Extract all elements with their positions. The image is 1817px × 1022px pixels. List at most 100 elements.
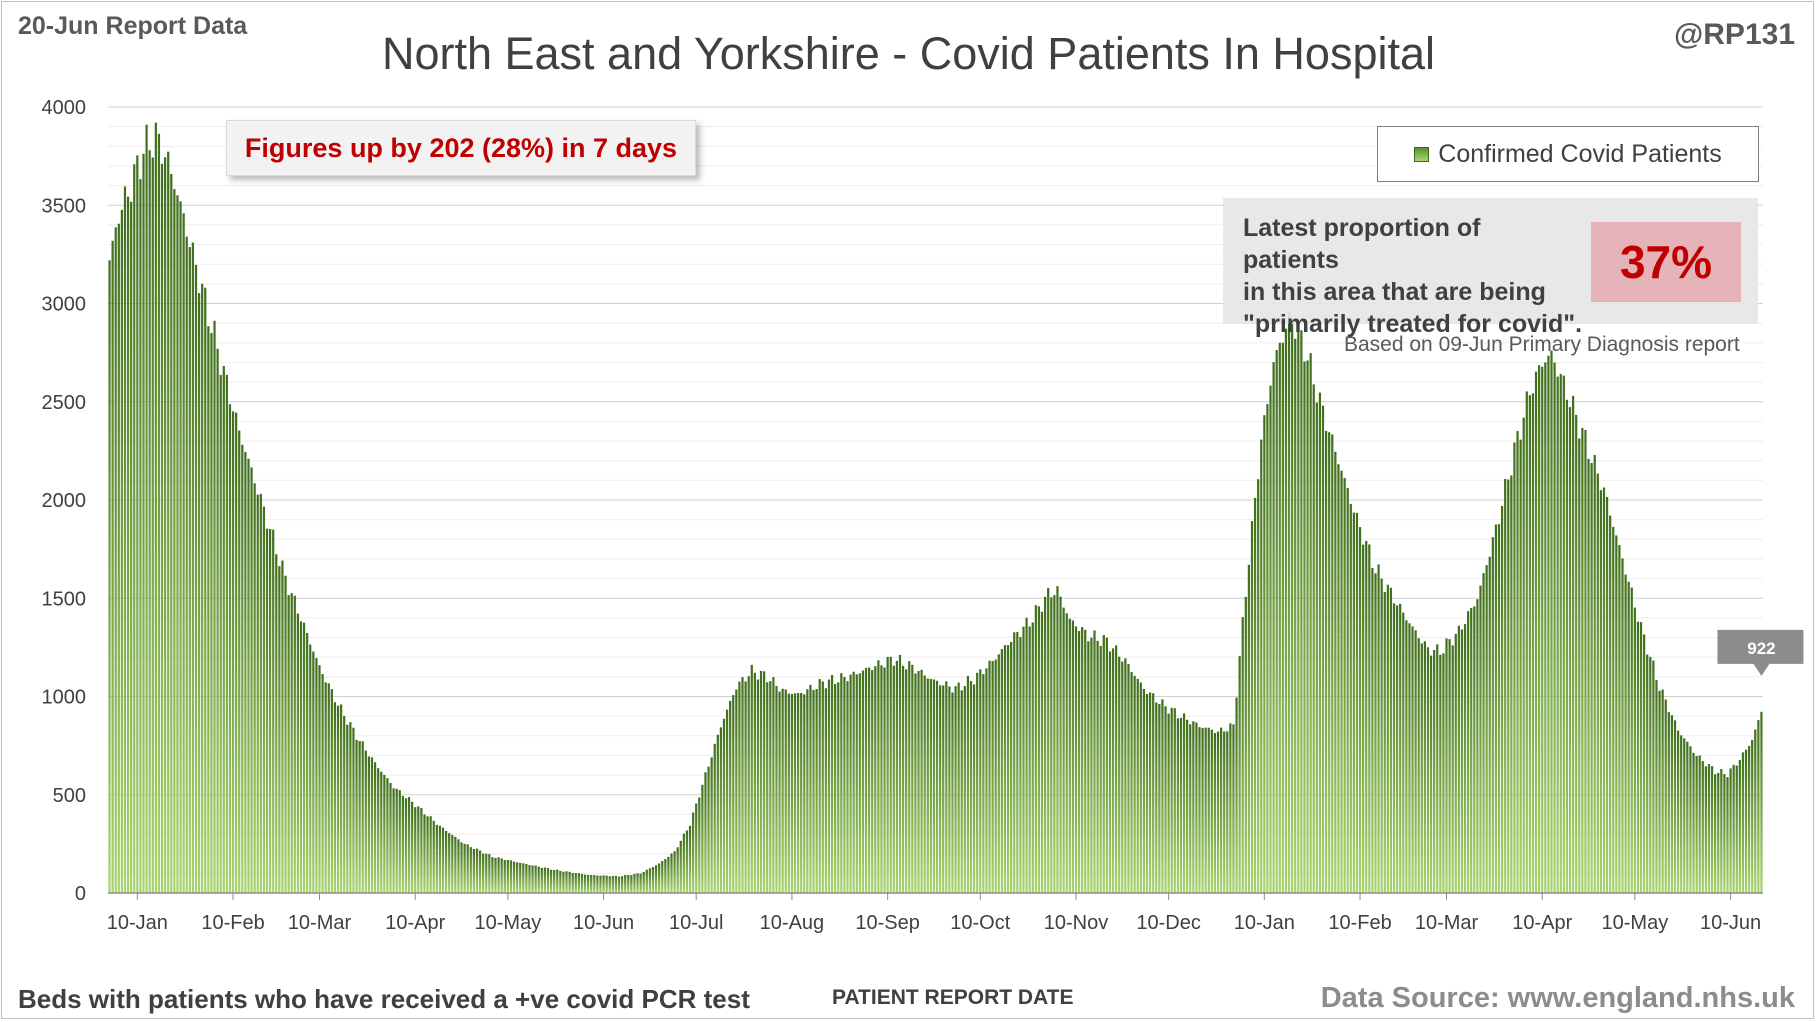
bar xyxy=(895,660,899,893)
bar xyxy=(448,833,451,893)
bar xyxy=(1516,431,1519,893)
bar xyxy=(1294,338,1297,893)
bar xyxy=(1044,596,1047,893)
bar xyxy=(1145,694,1149,893)
bar xyxy=(1192,721,1195,893)
bar xyxy=(608,876,611,893)
bar xyxy=(735,689,738,893)
bar xyxy=(411,801,414,893)
bar xyxy=(1698,755,1701,893)
bar xyxy=(939,685,942,893)
bar xyxy=(1621,558,1624,893)
bar xyxy=(729,700,732,893)
bar xyxy=(1062,607,1065,893)
bar xyxy=(1025,617,1028,893)
bar xyxy=(361,741,364,893)
bar xyxy=(744,681,747,893)
bar xyxy=(917,671,920,893)
bar xyxy=(546,868,550,893)
bar xyxy=(1000,649,1003,893)
bar xyxy=(1491,537,1494,893)
bar xyxy=(1133,675,1136,893)
bar xyxy=(1047,587,1050,893)
bar xyxy=(380,771,383,893)
bar xyxy=(645,869,648,893)
bar xyxy=(1155,702,1158,893)
bar xyxy=(574,873,577,893)
bar xyxy=(1460,629,1464,893)
bar xyxy=(1124,658,1127,893)
bar xyxy=(1618,545,1621,893)
bar xyxy=(1349,503,1352,893)
bar xyxy=(1494,524,1498,893)
bar xyxy=(1593,455,1596,893)
bar xyxy=(929,678,932,893)
bar xyxy=(1605,497,1609,893)
bar xyxy=(994,659,997,893)
bar xyxy=(1735,765,1738,893)
bar xyxy=(1167,713,1170,893)
bar xyxy=(330,689,333,893)
bar xyxy=(253,483,256,893)
bar xyxy=(534,865,537,893)
bar xyxy=(880,665,883,893)
bar xyxy=(383,774,386,893)
bar xyxy=(358,741,361,893)
latest-value-label: 922 xyxy=(1717,629,1804,676)
bar xyxy=(244,451,247,893)
bar xyxy=(756,679,760,893)
bar xyxy=(1291,322,1294,894)
bar xyxy=(1300,330,1303,893)
bar xyxy=(1096,640,1099,893)
bar xyxy=(571,872,574,893)
bar xyxy=(1337,464,1340,893)
bar xyxy=(201,283,204,893)
bar xyxy=(775,686,778,893)
bar xyxy=(197,293,201,893)
bar xyxy=(389,783,392,893)
bar xyxy=(525,864,528,893)
bar xyxy=(898,655,902,893)
bar xyxy=(580,874,584,893)
bar xyxy=(972,684,976,893)
bar xyxy=(1732,764,1735,893)
bar xyxy=(1470,607,1473,893)
bar xyxy=(979,669,982,893)
bar xyxy=(1473,606,1476,893)
bar xyxy=(830,675,834,893)
bar xyxy=(1485,565,1488,893)
bar xyxy=(482,853,485,893)
bar xyxy=(1158,704,1161,893)
bar xyxy=(182,213,185,894)
bar xyxy=(1408,623,1411,893)
bar xyxy=(1346,487,1349,893)
bar xyxy=(1331,434,1334,893)
bar xyxy=(327,683,330,893)
bar xyxy=(219,374,222,893)
bar xyxy=(1544,362,1547,893)
bar xyxy=(1229,723,1232,893)
bar xyxy=(1467,611,1470,893)
bar xyxy=(1497,524,1501,893)
bar xyxy=(142,153,145,893)
bar xyxy=(759,670,763,893)
bar xyxy=(923,675,926,893)
bar xyxy=(945,681,948,893)
bar xyxy=(1525,391,1528,893)
bar xyxy=(1550,350,1553,893)
bar xyxy=(370,757,374,893)
bar xyxy=(404,798,408,893)
bar xyxy=(1275,350,1278,893)
bar xyxy=(1757,720,1760,893)
bar xyxy=(247,458,250,893)
bar xyxy=(661,860,664,893)
bar xyxy=(596,875,599,893)
bar xyxy=(1615,535,1618,893)
bar xyxy=(1226,731,1229,893)
bar xyxy=(787,693,790,893)
bar xyxy=(648,868,651,893)
bar xyxy=(1216,731,1220,893)
bar xyxy=(491,857,494,893)
bar xyxy=(1707,764,1711,893)
bar xyxy=(364,750,367,893)
